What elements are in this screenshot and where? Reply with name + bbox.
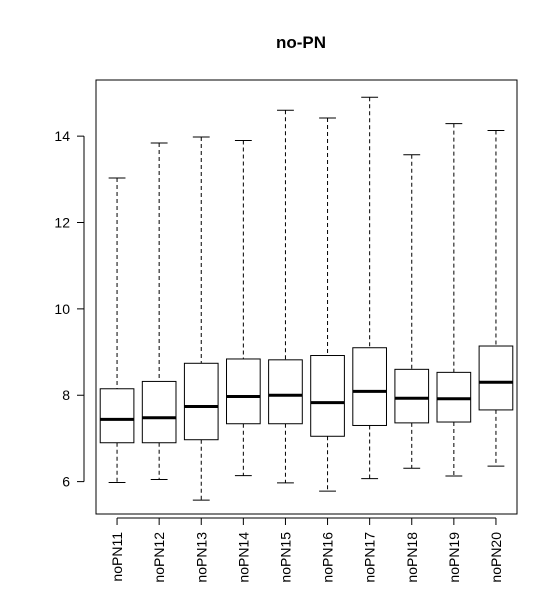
- box-noPN15: [268, 109, 303, 484]
- iqr-box-noPN12: [141, 380, 177, 444]
- iqr-box-noPN14: [226, 358, 261, 425]
- y-tick-label-8: 8: [62, 387, 70, 403]
- y-tick-label-12: 12: [54, 215, 70, 231]
- x-tick-label-noPN19: noPN19: [446, 532, 462, 583]
- box-noPN20: [478, 130, 514, 467]
- box-noPN14: [226, 139, 261, 477]
- y-tick-label-10: 10: [54, 301, 70, 317]
- x-tick-label-noPN14: noPN14: [235, 532, 251, 583]
- box-noPN13: [183, 136, 219, 501]
- iqr-box-noPN18: [394, 368, 430, 424]
- iqr-box-noPN19: [436, 371, 472, 423]
- box-noPN18: [394, 154, 430, 469]
- box-noPN19: [436, 123, 472, 477]
- x-axis: noPN11 noPN12 noPN13 noPN14 noPN15 noPN16 noPN…: [109, 517, 504, 583]
- chart-title: no-PN: [276, 33, 326, 52]
- box-noPN17: [352, 96, 387, 480]
- y-axis: 6 8 10 12 14: [54, 128, 85, 490]
- y-tick-label-14: 14: [54, 128, 70, 144]
- iqr-box-noPN13: [183, 362, 219, 441]
- iqr-box-noPN20: [478, 345, 514, 411]
- x-tick-label-noPN18: noPN18: [404, 532, 420, 583]
- iqr-box-noPN17: [352, 347, 387, 426]
- iqr-box-noPN15: [268, 359, 303, 425]
- box-noPN11: [99, 177, 135, 483]
- x-tick-label-noPN17: noPN17: [362, 532, 378, 583]
- iqr-box-noPN16: [310, 355, 345, 437]
- iqr-box-noPN11: [99, 388, 135, 444]
- y-tick-label-6: 6: [62, 474, 70, 490]
- x-tick-label-noPN16: noPN16: [320, 532, 336, 583]
- x-tick-label-noPN12: noPN12: [151, 532, 167, 583]
- x-tick-label-noPN15: noPN15: [277, 532, 293, 583]
- x-tick-label-noPN11: noPN11: [109, 532, 125, 582]
- box-series: [99, 96, 514, 501]
- x-tick-label-noPN20: noPN20: [488, 532, 504, 583]
- plot-frame: [95, 79, 518, 515]
- x-tick-label-noPN13: noPN13: [193, 532, 209, 583]
- box-noPN12: [141, 142, 177, 480]
- box-noPN16: [310, 117, 345, 492]
